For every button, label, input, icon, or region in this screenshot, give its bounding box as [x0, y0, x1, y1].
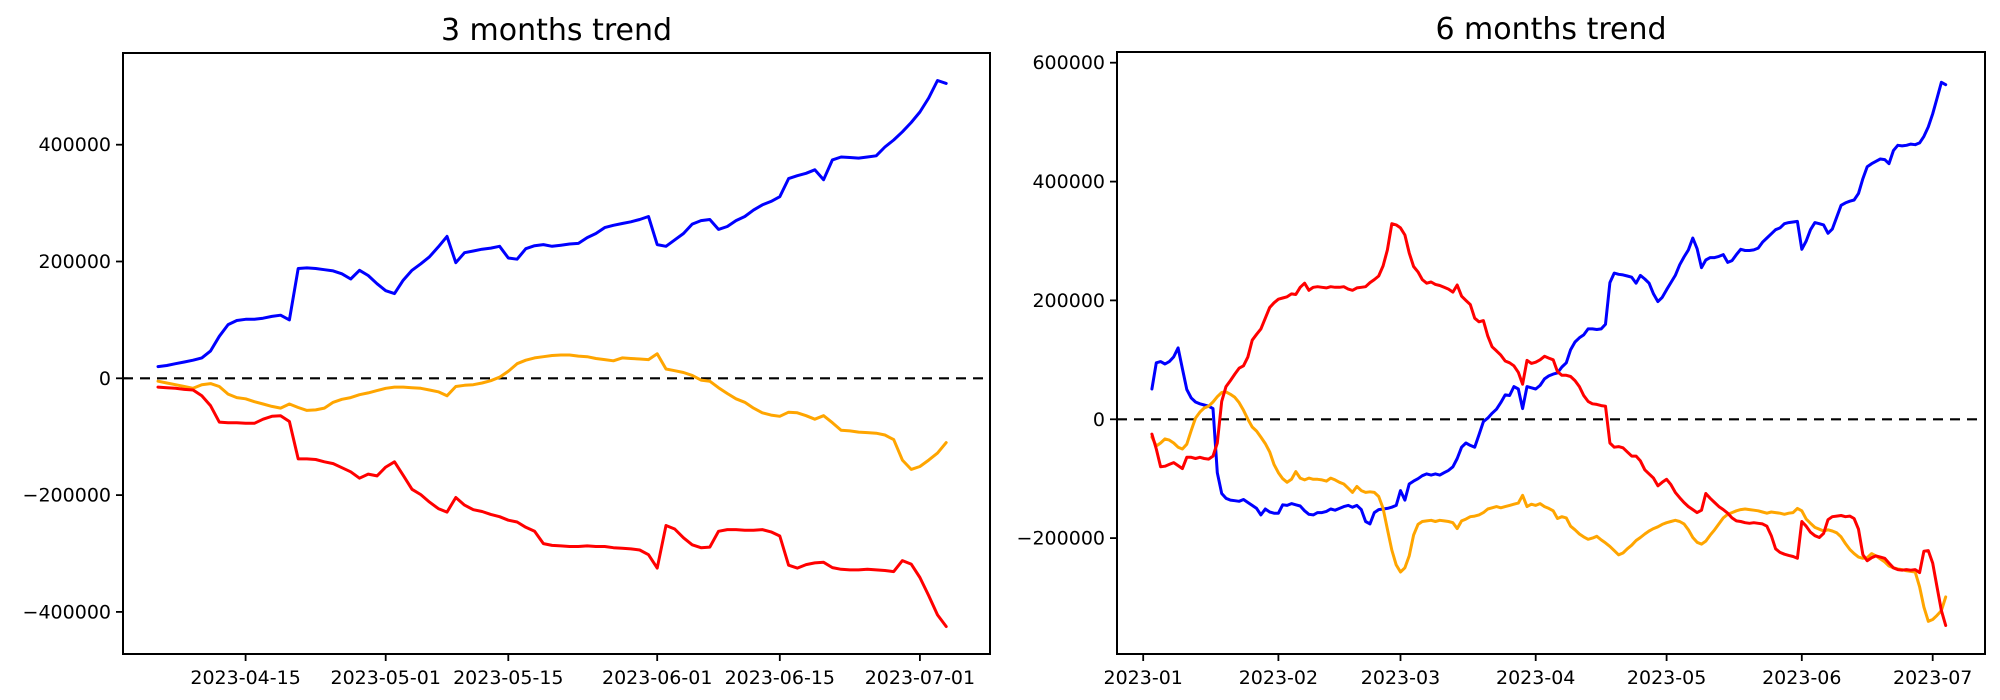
chart-3-months-trend: 3 months trend 2023-04-152023-05-012023-… — [23, 13, 991, 689]
plot-border — [1116, 51, 1986, 655]
series-blue-line — [156, 79, 948, 369]
series-orange-line — [1150, 390, 1948, 623]
y-tick-label: −400000 — [23, 601, 111, 623]
chart-title: 6 months trend — [1435, 12, 1666, 47]
x-tick-label: 2023-06 — [1762, 667, 1841, 689]
x-tick-label: 2023-04 — [1496, 667, 1575, 689]
series-orange-line — [156, 352, 948, 471]
x-tick-label: 2023-04-15 — [190, 667, 300, 689]
x-tick-label: 2023-05-01 — [330, 667, 440, 689]
x-tick-label: 2023-02 — [1239, 667, 1318, 689]
x-tick-label: 2023-05 — [1627, 667, 1706, 689]
y-tick-label: 0 — [1093, 409, 1105, 431]
chart-canvas-6-months: 2023-01 2023-02 2023-03 2023-04 2023-05 2023-… — [1017, 12, 1986, 689]
y-tick-label: 200000 — [1032, 290, 1105, 312]
x-tick-label: 2023-06-01 — [602, 667, 712, 689]
x-tick-label: 2023-03 — [1361, 667, 1440, 689]
x-tick-label: 2023-07-01 — [865, 667, 975, 689]
series-blue-line — [1150, 80, 1948, 526]
series-red-line — [1150, 222, 1948, 627]
plot-border — [122, 52, 991, 655]
x-tick-label: 2023-05-15 — [453, 667, 563, 689]
chart-6-months-trend: 6 months trend 2023-012023-022023-032023… — [1000, 0, 2000, 700]
y-tick-label: 0 — [99, 368, 111, 390]
y-tick-label: −200000 — [1017, 528, 1105, 550]
chart-title: 3 months trend — [441, 13, 672, 48]
y-tick-label: 600000 — [1032, 52, 1105, 74]
y-tick-label: −200000 — [23, 485, 111, 507]
series-red-line — [156, 385, 948, 628]
y-tick-label: 400000 — [38, 134, 111, 156]
x-tick-label: 2023-06-15 — [725, 667, 835, 689]
y-tick-label: 400000 — [1032, 171, 1105, 193]
chart-canvas-3-months: 2023-04-15 2023-05-01 2023-05-15 2023-06-01… — [23, 13, 991, 689]
x-tick-label: 2023-01 — [1104, 667, 1183, 689]
x-tick-label: 2023-07 — [1893, 667, 1972, 689]
y-tick-label: 200000 — [38, 251, 111, 273]
